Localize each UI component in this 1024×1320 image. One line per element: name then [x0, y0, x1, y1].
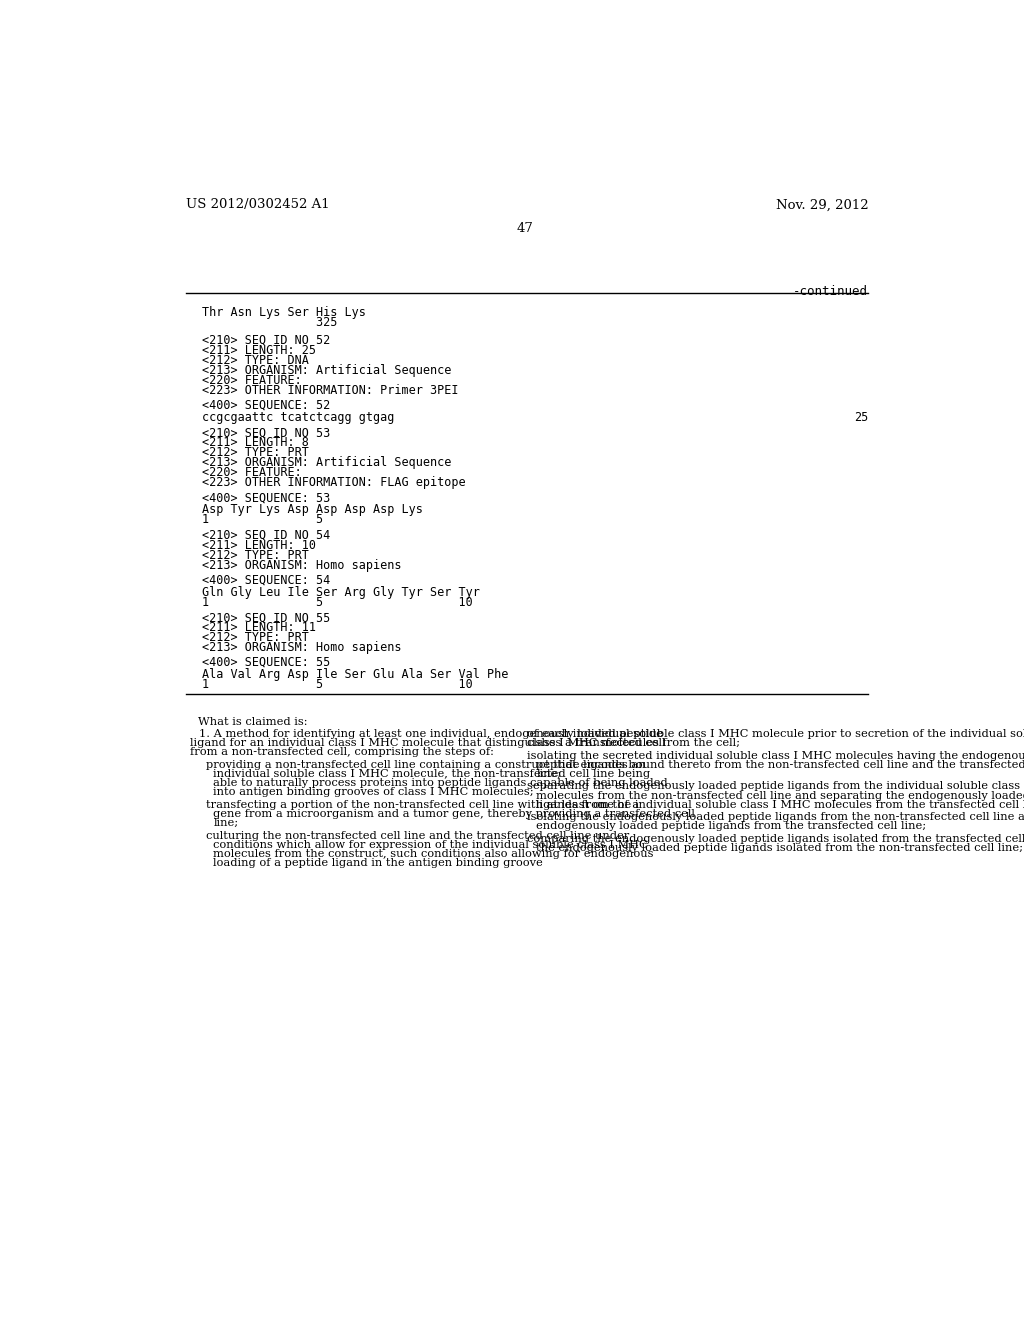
Text: molecules from the construct, such conditions also allowing for endogenous: molecules from the construct, such condi…	[213, 849, 653, 859]
Text: Asp Tyr Lys Asp Asp Asp Asp Lys: Asp Tyr Lys Asp Asp Asp Asp Lys	[202, 503, 423, 516]
Text: the endogenously loaded peptide ligands isolated from the non-transfected cell l: the endogenously loaded peptide ligands …	[537, 843, 1024, 853]
Text: individual soluble class I MHC molecule, the non-transfected cell line being: individual soluble class I MHC molecule,…	[213, 770, 650, 779]
Text: Nov. 29, 2012: Nov. 29, 2012	[775, 198, 868, 211]
Text: 1. A method for identifying at least one individual, endogenously loaded peptide: 1. A method for identifying at least one…	[200, 729, 664, 739]
Text: <212> TYPE: PRT: <212> TYPE: PRT	[202, 446, 308, 459]
Text: 1               5                   10: 1 5 10	[202, 678, 472, 692]
Text: US 2012/0302452 A1: US 2012/0302452 A1	[186, 198, 330, 211]
Text: molecules from the non-transfected cell line and separating the endogenously loa: molecules from the non-transfected cell …	[537, 791, 1024, 800]
Text: <211> LENGTH: 10: <211> LENGTH: 10	[202, 539, 315, 552]
Text: loading of a peptide ligand in the antigen binding groove: loading of a peptide ligand in the antig…	[213, 858, 543, 869]
Text: <211> LENGTH: 25: <211> LENGTH: 25	[202, 345, 315, 356]
Text: isolating the secreted individual soluble class I MHC molecules having the endog: isolating the secreted individual solubl…	[527, 751, 1024, 760]
Text: Ala Val Arg Asp Ile Ser Glu Ala Ser Val Phe: Ala Val Arg Asp Ile Ser Glu Ala Ser Val …	[202, 668, 508, 681]
Text: <213> ORGANISM: Artificial Sequence: <213> ORGANISM: Artificial Sequence	[202, 364, 451, 378]
Text: <210> SEQ ID NO 54: <210> SEQ ID NO 54	[202, 529, 330, 541]
Text: line;: line;	[537, 770, 561, 779]
Text: gene from a microorganism and a tumor gene, thereby providing a transfected cell: gene from a microorganism and a tumor ge…	[213, 809, 695, 818]
Text: of each individual soluble class I MHC molecule prior to secretion of the indivi: of each individual soluble class I MHC m…	[527, 729, 1024, 739]
Text: 1               5: 1 5	[202, 513, 323, 527]
Text: -continued: -continued	[794, 285, 868, 298]
Text: separating the endogenously loaded peptide ligands from the individual soluble c: separating the endogenously loaded pepti…	[527, 781, 1024, 791]
Text: class I MHC molecules from the cell;: class I MHC molecules from the cell;	[527, 738, 740, 748]
Text: culturing the non-transfected cell line and the transfected cell line under: culturing the non-transfected cell line …	[206, 830, 629, 841]
Text: <400> SEQUENCE: 53: <400> SEQUENCE: 53	[202, 491, 330, 504]
Text: providing a non-transfected cell line containing a construct that encodes an: providing a non-transfected cell line co…	[206, 760, 645, 770]
Text: <212> TYPE: DNA: <212> TYPE: DNA	[202, 354, 308, 367]
Text: <213> ORGANISM: Homo sapiens: <213> ORGANISM: Homo sapiens	[202, 558, 401, 572]
Text: <211> LENGTH: 11: <211> LENGTH: 11	[202, 622, 315, 634]
Text: endogenously loaded peptide ligands from the transfected cell line;: endogenously loaded peptide ligands from…	[537, 821, 927, 832]
Text: ccgcgaattc tcatctcagg gtgag: ccgcgaattc tcatctcagg gtgag	[202, 411, 394, 424]
Text: <400> SEQUENCE: 55: <400> SEQUENCE: 55	[202, 656, 330, 669]
Text: isolating the endogenously loaded peptide ligands from the non-transfected cell : isolating the endogenously loaded peptid…	[527, 812, 1024, 822]
Text: <220> FEATURE:: <220> FEATURE:	[202, 466, 301, 479]
Text: <210> SEQ ID NO 53: <210> SEQ ID NO 53	[202, 426, 330, 440]
Text: <400> SEQUENCE: 52: <400> SEQUENCE: 52	[202, 399, 330, 412]
Text: <400> SEQUENCE: 54: <400> SEQUENCE: 54	[202, 573, 330, 586]
Text: <211> LENGTH: 8: <211> LENGTH: 8	[202, 437, 308, 449]
Text: line;: line;	[213, 818, 239, 828]
Text: 25: 25	[854, 411, 868, 424]
Text: <212> TYPE: PRT: <212> TYPE: PRT	[202, 631, 308, 644]
Text: conditions which allow for expression of the individual soluble class I MHC: conditions which allow for expression of…	[213, 840, 648, 850]
Text: What is claimed is:: What is claimed is:	[198, 717, 307, 726]
Text: <212> TYPE: PRT: <212> TYPE: PRT	[202, 549, 308, 562]
Text: transfecting a portion of the non-transfected cell line with at least one of a: transfecting a portion of the non-transf…	[206, 800, 639, 809]
Text: into antigen binding grooves of class I MHC molecules;: into antigen binding grooves of class I …	[213, 788, 534, 797]
Text: <213> ORGANISM: Homo sapiens: <213> ORGANISM: Homo sapiens	[202, 642, 401, 655]
Text: from a non-transfected cell, comprising the steps of:: from a non-transfected cell, comprising …	[190, 747, 494, 758]
Text: able to naturally process proteins into peptide ligands capable of being loaded: able to naturally process proteins into …	[213, 779, 668, 788]
Text: Thr Asn Lys Ser His Lys: Thr Asn Lys Ser His Lys	[202, 306, 366, 319]
Text: peptide ligands bound thereto from the non-transfected cell line and the transfe: peptide ligands bound thereto from the n…	[537, 760, 1024, 770]
Text: <223> OTHER INFORMATION: FLAG epitope: <223> OTHER INFORMATION: FLAG epitope	[202, 477, 465, 490]
Text: 325: 325	[202, 317, 337, 329]
Text: Gln Gly Leu Ile Ser Arg Gly Tyr Ser Tyr: Gln Gly Leu Ile Ser Arg Gly Tyr Ser Tyr	[202, 586, 479, 599]
Text: <213> ORGANISM: Artificial Sequence: <213> ORGANISM: Artificial Sequence	[202, 457, 451, 470]
Text: ligands from the individual soluble class I MHC molecules from the transfected c: ligands from the individual soluble clas…	[537, 800, 1024, 809]
Text: <220> FEATURE:: <220> FEATURE:	[202, 374, 301, 387]
Text: <223> OTHER INFORMATION: Primer 3PEI: <223> OTHER INFORMATION: Primer 3PEI	[202, 384, 458, 397]
Text: ligand for an individual class I MHC molecule that distinguishes a transfected c: ligand for an individual class I MHC mol…	[190, 738, 666, 748]
Text: 47: 47	[516, 222, 534, 235]
Text: 1               5                   10: 1 5 10	[202, 595, 472, 609]
Text: <210> SEQ ID NO 55: <210> SEQ ID NO 55	[202, 611, 330, 624]
Text: comparing the endogenously loaded peptide ligands isolated from the transfected : comparing the endogenously loaded peptid…	[527, 834, 1024, 843]
Text: <210> SEQ ID NO 52: <210> SEQ ID NO 52	[202, 334, 330, 347]
